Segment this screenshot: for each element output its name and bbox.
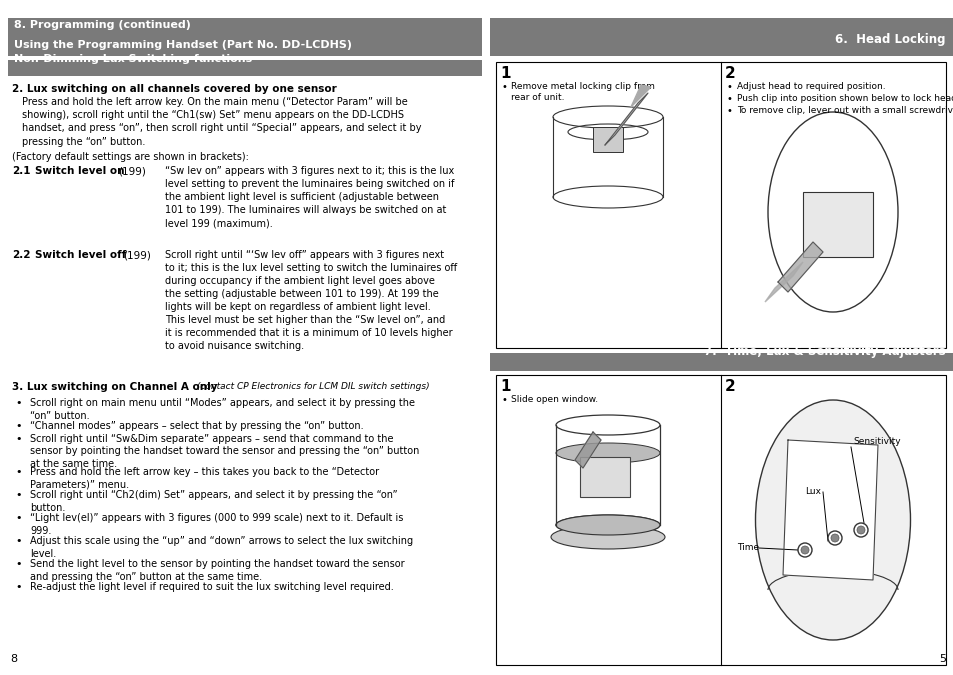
Text: •: • — [16, 433, 22, 443]
Text: 1: 1 — [499, 66, 510, 81]
Bar — [496, 62, 945, 348]
Text: Press and hold the left arrow key. On the main menu (“Detector Param” will be
sh: Press and hold the left arrow key. On th… — [22, 97, 421, 146]
Text: (Factory default settings are shown in brackets):: (Factory default settings are shown in b… — [12, 152, 249, 162]
Text: “Sw lev on” appears with 3 figures next to it; this is the lux
level setting to : “Sw lev on” appears with 3 figures next … — [165, 166, 454, 228]
Text: (199): (199) — [118, 166, 146, 176]
Polygon shape — [575, 432, 600, 468]
Text: 5: 5 — [938, 654, 945, 664]
Text: (199): (199) — [123, 250, 151, 260]
Text: 2: 2 — [724, 379, 735, 394]
Text: “Light lev(el)” appears with 3 figures (000 to 999 scale) next to it. Default is: “Light lev(el)” appears with 3 figures (… — [30, 513, 403, 535]
Text: 2: 2 — [724, 66, 735, 81]
Text: Adjust head to required position.: Adjust head to required position. — [737, 82, 884, 91]
Text: •: • — [16, 559, 22, 569]
Bar — [802, 192, 872, 257]
Text: Slide open window.: Slide open window. — [511, 395, 598, 404]
Ellipse shape — [856, 526, 864, 534]
Text: Non-Dimming Lux Switching functions: Non-Dimming Lux Switching functions — [14, 54, 252, 64]
Polygon shape — [778, 242, 822, 292]
Text: To remove clip, lever out with a small screwdriver.: To remove clip, lever out with a small s… — [737, 106, 953, 115]
Polygon shape — [630, 85, 650, 107]
Text: •: • — [500, 395, 506, 405]
Text: 7.  Time, Lux & Sensitivity Adjusters: 7. Time, Lux & Sensitivity Adjusters — [703, 345, 945, 358]
Text: 3. Lux switching on Channel A only: 3. Lux switching on Channel A only — [12, 382, 217, 392]
Text: •: • — [16, 582, 22, 592]
Text: •: • — [725, 106, 731, 116]
Text: “Channel modes” appears – select that by pressing the “on” button.: “Channel modes” appears – select that by… — [30, 421, 363, 431]
Text: Scroll right until “‘Sw lev off” appears with 3 figures next
to it; this is the : Scroll right until “‘Sw lev off” appears… — [165, 250, 456, 351]
Text: Time: Time — [737, 543, 759, 553]
Bar — [490, 18, 953, 56]
Bar — [490, 353, 953, 371]
Ellipse shape — [830, 534, 838, 542]
Ellipse shape — [556, 443, 659, 463]
Polygon shape — [764, 262, 802, 302]
Text: •: • — [725, 94, 731, 104]
Ellipse shape — [551, 525, 664, 549]
Text: 8: 8 — [10, 654, 17, 664]
Text: Send the light level to the sensor by pointing the handset toward the sensor
and: Send the light level to the sensor by po… — [30, 559, 404, 582]
Ellipse shape — [801, 546, 808, 554]
Text: 6.  Head Locking: 6. Head Locking — [835, 34, 945, 47]
Bar — [8, 60, 481, 76]
Text: (contact CP Electronics for LCM DIL switch settings): (contact CP Electronics for LCM DIL swit… — [193, 382, 429, 391]
Text: •: • — [16, 490, 22, 500]
Text: Scroll right on main menu until “Modes” appears, and select it by pressing the
“: Scroll right on main menu until “Modes” … — [30, 398, 415, 421]
Text: Switch level off: Switch level off — [35, 250, 126, 260]
Ellipse shape — [755, 400, 909, 640]
Text: Scroll right until “Sw&Dim separate” appears – send that command to the
sensor b: Scroll right until “Sw&Dim separate” app… — [30, 433, 419, 468]
Ellipse shape — [853, 523, 867, 537]
Text: Push clip into position shown below to lock head.: Push clip into position shown below to l… — [737, 94, 953, 103]
Text: Press and hold the left arrow key – this takes you back to the “Detector
Paramet: Press and hold the left arrow key – this… — [30, 467, 378, 489]
Text: Remove metal locking clip from
rear of unit.: Remove metal locking clip from rear of u… — [511, 82, 654, 102]
Text: •: • — [16, 536, 22, 546]
Text: •: • — [725, 82, 731, 92]
Text: •: • — [16, 421, 22, 431]
Ellipse shape — [556, 515, 659, 535]
Text: Re-adjust the light level if required to suit the lux switching level required.: Re-adjust the light level if required to… — [30, 582, 394, 592]
Text: •: • — [16, 513, 22, 523]
Ellipse shape — [827, 531, 841, 545]
Text: 2. Lux switching on all channels covered by one sensor: 2. Lux switching on all channels covered… — [12, 84, 336, 94]
Text: Adjust this scale using the “up” and “down” arrows to select the lux switching
l: Adjust this scale using the “up” and “do… — [30, 536, 413, 558]
Text: 8. Programming (continued): 8. Programming (continued) — [14, 20, 191, 30]
Bar — [8, 18, 481, 56]
Ellipse shape — [797, 543, 811, 557]
Bar — [593, 127, 622, 152]
Text: Scroll right until “Ch2(dim) Set” appears, and select it by pressing the “on”
bu: Scroll right until “Ch2(dim) Set” appear… — [30, 490, 397, 512]
Text: Switch level on: Switch level on — [35, 166, 125, 176]
Text: Using the Programming Handset (Part No. DD-LCDHS): Using the Programming Handset (Part No. … — [14, 40, 352, 50]
Text: Sensitivity: Sensitivity — [852, 437, 900, 446]
Text: Lux: Lux — [804, 487, 821, 497]
Text: •: • — [500, 82, 506, 92]
Bar — [496, 375, 945, 665]
Polygon shape — [782, 440, 877, 580]
Bar — [579, 457, 629, 497]
Text: 2.1: 2.1 — [12, 166, 30, 176]
Text: 1: 1 — [499, 379, 510, 394]
Text: •: • — [16, 398, 22, 408]
Text: 2.2: 2.2 — [12, 250, 30, 260]
Text: •: • — [16, 467, 22, 477]
Polygon shape — [604, 93, 647, 145]
